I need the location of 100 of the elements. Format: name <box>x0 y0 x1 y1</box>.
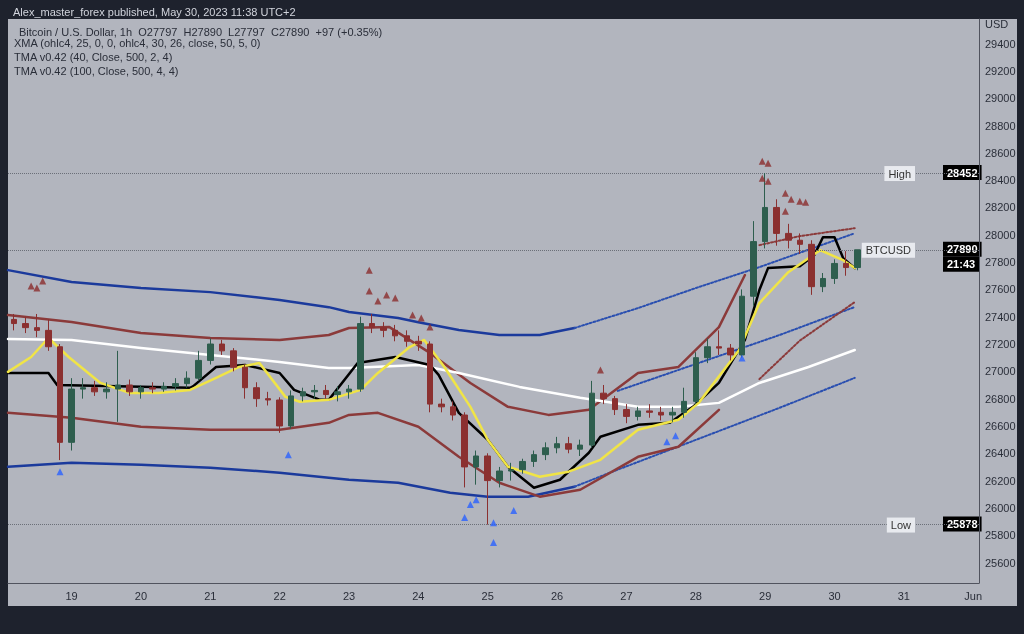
y-axis-title: USD <box>985 17 1009 30</box>
line-series <box>573 376 856 488</box>
x-tick-label: 24 <box>412 589 425 602</box>
x-tick-label: 27 <box>620 589 633 602</box>
candlestick <box>623 403 630 424</box>
point <box>27 282 35 290</box>
candlestick <box>461 411 468 488</box>
y-tick-label: 26200 <box>985 474 1016 487</box>
candlestick <box>808 239 815 296</box>
candlestick <box>415 335 422 352</box>
candlestick <box>11 313 17 331</box>
candlestick <box>658 406 664 421</box>
candlestick <box>346 384 352 400</box>
candlestick <box>392 324 398 342</box>
candlestick <box>669 406 676 423</box>
chart-subtitle: Alex_master_forex published, May 30, 2023 11:38 UTC+2 <box>13 5 296 18</box>
point <box>461 514 469 522</box>
candlestick <box>357 316 364 393</box>
point <box>781 207 789 215</box>
candlestick <box>762 172 768 249</box>
candlestick <box>184 370 190 389</box>
line-series <box>573 232 856 330</box>
line-series <box>6 268 576 337</box>
candlestick <box>80 377 86 400</box>
candlestick <box>577 439 583 457</box>
candlestick <box>635 406 641 421</box>
candlestick <box>681 387 687 419</box>
candlestick <box>323 384 329 400</box>
candlestick <box>473 450 479 486</box>
candlestick <box>161 381 167 393</box>
candlestick <box>242 364 248 400</box>
point <box>663 438 671 446</box>
candlestick <box>750 220 757 307</box>
y-tick-label: 28400 <box>985 174 1016 187</box>
y-tick-label: 25600 <box>985 556 1016 569</box>
candlestick <box>207 338 214 365</box>
y-tick-label: 26000 <box>985 501 1016 514</box>
point <box>758 157 766 165</box>
candlestick <box>149 381 156 394</box>
candlestick <box>311 384 318 400</box>
x-tick-label: 29 <box>759 589 772 602</box>
point <box>409 311 417 319</box>
y-tick-label: 25800 <box>985 529 1016 542</box>
annotation: 21:43 <box>947 258 976 271</box>
point <box>738 354 746 362</box>
candlestick <box>693 351 699 405</box>
candlestick <box>612 395 618 416</box>
y-tick-label: 28600 <box>985 146 1016 159</box>
line-series <box>6 337 856 409</box>
annotation: TMA v0.42 (40, Close, 500, 2, 4) <box>14 50 173 63</box>
candlestick <box>404 329 410 348</box>
point <box>672 432 680 440</box>
candlestick <box>45 318 52 352</box>
point <box>490 519 497 527</box>
point <box>764 177 772 185</box>
point <box>781 189 789 197</box>
y-tick-label: 26600 <box>985 419 1016 432</box>
candlestick <box>34 313 40 338</box>
point <box>365 266 373 274</box>
x-tick-label: 26 <box>550 589 564 602</box>
point <box>374 297 382 305</box>
candlestick <box>438 398 445 413</box>
candlestick <box>288 389 294 430</box>
x-tick-label: 31 <box>897 589 910 602</box>
candlestick <box>91 380 98 397</box>
candlestick <box>195 350 202 382</box>
candlestick <box>369 313 375 334</box>
candlestick <box>542 441 549 461</box>
candlestick <box>519 458 526 475</box>
candlestick <box>843 250 849 277</box>
y-tick-label: 27600 <box>985 283 1016 296</box>
point <box>466 501 474 509</box>
candlestick <box>716 329 722 356</box>
candlestick <box>22 316 29 334</box>
y-tick-label: 29000 <box>985 92 1016 105</box>
candlestick <box>427 340 433 413</box>
ref-line-label: Low <box>890 519 912 532</box>
point <box>764 159 772 167</box>
point <box>490 539 497 547</box>
y-tick-label: 28200 <box>985 201 1016 214</box>
x-tick-label: 23 <box>342 589 356 602</box>
candlestick <box>565 436 572 454</box>
candlestick <box>646 403 653 419</box>
candlestick <box>300 387 306 402</box>
candlestick <box>508 462 514 482</box>
candlestick <box>450 400 456 421</box>
y-tick-label: 26400 <box>985 447 1016 460</box>
text: Bitcoin / U.S. Dollar, 1h O27797 H27890 L27797 C27890 +97 (+0.35%) <box>19 25 383 38</box>
x-tick-label: 22 <box>273 589 286 602</box>
candlestick <box>531 450 537 468</box>
line-series <box>616 306 856 392</box>
y-tick-label: 28800 <box>985 119 1016 132</box>
candlestick <box>334 385 341 402</box>
candlestick <box>253 381 260 408</box>
candlestick <box>115 350 121 423</box>
point <box>33 284 41 292</box>
candlestick <box>126 379 133 397</box>
point <box>365 287 373 295</box>
line-series <box>6 273 747 417</box>
candlestick <box>172 377 179 391</box>
